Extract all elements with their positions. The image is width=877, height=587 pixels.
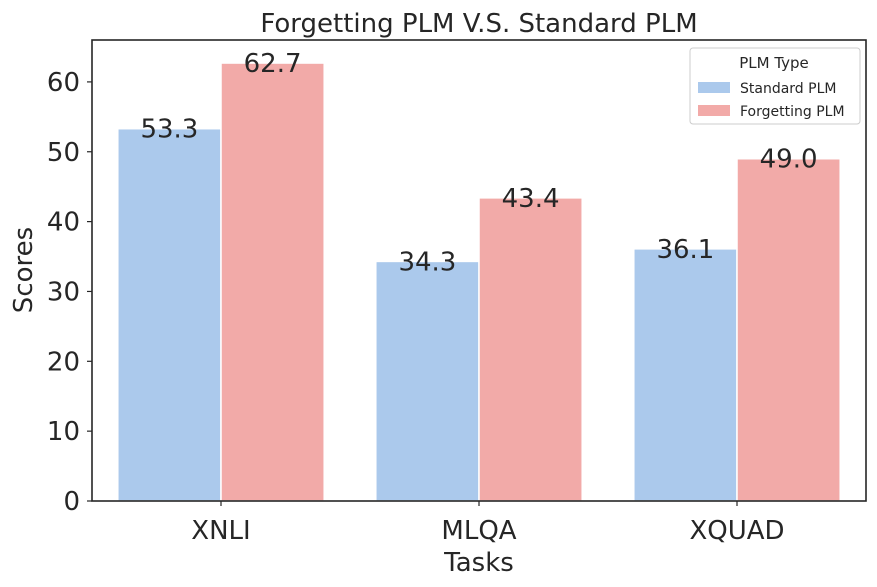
bar	[478, 197, 583, 502]
data-label: 43.4	[502, 184, 560, 214]
bar	[117, 127, 222, 502]
y-tick-label: 50	[47, 138, 80, 168]
x-tick-label: XNLI	[191, 516, 250, 546]
data-label: 53.3	[140, 115, 198, 145]
bars-layer	[117, 62, 841, 502]
legend-title: PLM Type	[739, 54, 809, 72]
chart-title: Forgetting PLM V.S. Standard PLM	[260, 9, 697, 39]
y-tick-label: 60	[47, 68, 80, 98]
y-tick-label: 40	[47, 208, 80, 238]
bar	[220, 62, 325, 502]
y-tick-label: 0	[63, 487, 80, 517]
data-label: 34.3	[398, 247, 456, 277]
y-tick-label: 20	[47, 347, 80, 377]
legend-items: Standard PLM Forgetting PLM	[698, 81, 845, 120]
legend-swatch	[698, 82, 730, 93]
bar	[375, 260, 480, 502]
data-label: 62.7	[244, 49, 302, 79]
x-axis-ticks: XNLI MLQA XQUAD	[191, 501, 785, 546]
bar	[736, 157, 841, 502]
data-label: 36.1	[656, 235, 714, 265]
data-labels-layer: 53.3 34.3 36.1 62.7 43.4 49.0	[140, 49, 817, 277]
legend-label: Standard PLM	[740, 81, 836, 97]
y-tick-label: 30	[47, 277, 80, 307]
legend: PLM Type Standard PLM Forgetting PLM	[689, 47, 861, 125]
legend-swatch	[698, 105, 730, 116]
x-axis-label: Tasks	[443, 548, 514, 578]
y-axis-label: Scores	[9, 227, 39, 313]
legend-label: Forgetting PLM	[740, 104, 845, 120]
y-tick-label: 10	[47, 417, 80, 447]
legend-box	[689, 47, 861, 125]
y-axis-ticks: 0 10 20 30 40 50 60	[47, 68, 92, 517]
data-label: 49.0	[760, 145, 818, 175]
x-tick-label: MLQA	[441, 516, 516, 546]
bar	[633, 248, 738, 502]
x-tick-label: XQUAD	[689, 516, 784, 546]
